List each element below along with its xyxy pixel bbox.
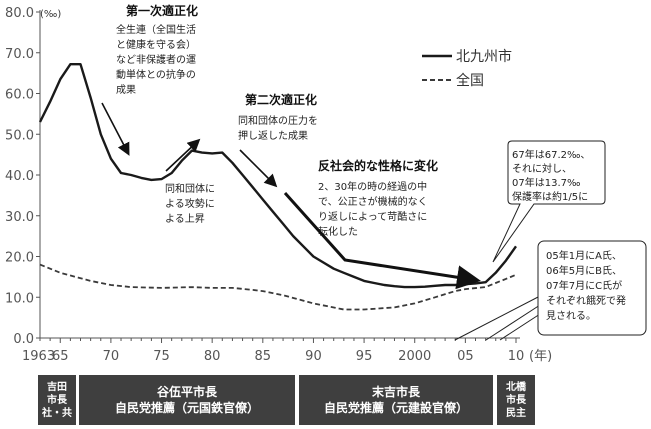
y-tick-label: 80.0	[5, 6, 34, 21]
x-tick-label: 95	[356, 349, 373, 364]
mayor-tani-line-1: 谷伍平市長	[156, 385, 217, 399]
annotation-dowa-attack: 同和団体に よる攻勢に よる上昇	[165, 138, 215, 225]
x-tick-label: 65	[52, 349, 69, 364]
legend-label-kitakyushu: 北九州市	[456, 48, 512, 65]
annotation-attack-line-3: よる上昇	[165, 213, 205, 225]
mayor-yoshida-line-3: 社・共	[42, 407, 72, 419]
mayor-bar-yoshida: 吉田 市長 社・共	[38, 375, 76, 425]
mayor-bar-tani: 谷伍平市長 自民党推薦（元国鉄官僚）	[79, 375, 295, 425]
mayor-yoshida-line-2: 市長	[47, 394, 67, 406]
callout-rate-line-2: それに対し、	[512, 162, 572, 175]
x-tick-label: 05	[457, 349, 474, 364]
callout-deaths-bubble	[537, 240, 647, 336]
series-line-national	[39, 263, 517, 311]
annotation-second-title: 第二次適正化	[245, 92, 317, 107]
callout-protection-rate: 67年は67.2‰、 それに対し、 07年は13.7‰ 保護率は約1/5に	[492, 140, 606, 263]
mayor-bar-sueyoshi: 末吉市長 自民党推薦（元建設官僚）	[299, 375, 493, 425]
legend: 北九州市 全国	[422, 48, 512, 89]
y-tick-label: 50.0	[5, 128, 34, 143]
annotation-attack-line-1: 同和団体に	[165, 183, 215, 195]
callout-deaths-line-4: それぞれ餓死で発	[546, 294, 626, 307]
callout-deaths-pointer-2	[485, 304, 541, 341]
y-tick-label: 10.0	[5, 291, 34, 306]
annotation-first-line-5: 成果	[116, 84, 136, 96]
callout-deaths-pointer-3	[499, 313, 541, 341]
annotation-first-line-1: 全生連（全国生活	[116, 23, 196, 36]
annotation-attack-line-2: よる攻勢に	[165, 197, 215, 210]
annotation-third-line-2: で、公正さが機械的なく	[318, 195, 428, 208]
mayor-kitahashi-line-2: 市長	[506, 394, 526, 406]
series-line-kitakyushu	[38, 62, 517, 289]
callout-deaths-line-5: 見される。	[546, 310, 596, 322]
callout-deaths-line-1: 05年1月にA氏、	[546, 249, 622, 262]
x-tick-label: 10	[508, 349, 525, 364]
annotation-antisocial-change: 反社会的な性格に変化 2、30年の時の経過の中 で、公正さが機械的なく り返しに…	[283, 158, 481, 290]
mayor-sueyoshi-line-1: 末吉市長	[371, 385, 420, 399]
callout-deaths-line-2: 06年5月にB氏、	[546, 264, 622, 277]
annotation-third-line-1: 2、30年の時の経過の中	[318, 180, 427, 193]
x-tick-label: 1963	[22, 349, 55, 364]
legend-label-national: 全国	[456, 72, 484, 89]
y-tick-label: 60.0	[5, 88, 34, 103]
x-tick-label: 75	[153, 349, 170, 364]
y-tick-label: 70.0	[5, 47, 34, 62]
mayor-yoshida-line-1: 吉田	[47, 381, 67, 393]
x-tick-label: 90	[305, 349, 322, 364]
annotation-third-line-4: 転化した	[318, 225, 358, 238]
annotation-first-line-2: と健康を守る会）	[116, 38, 196, 51]
callout-rate-bubble	[492, 140, 606, 263]
annotation-third-title: 反社会的な性格に変化	[318, 158, 438, 173]
callout-rate-line-4: 保護率は約1/5に	[512, 190, 588, 203]
chart: 0.0 10.0 20.0 30.0 40.0 50.0 60.0 70.0 80.0 1963…	[5, 3, 647, 364]
callout-deaths-pointer-1	[454, 295, 541, 341]
callout-rate-line-1: 67年は67.2‰、	[512, 148, 590, 161]
x-unit-label: (年)	[529, 349, 552, 364]
arrow-first-adjustment	[101, 102, 130, 156]
annotation-first-line-4: 動単体との抗争の	[116, 68, 196, 81]
annotation-second-line-2: 押し返した成果	[238, 129, 308, 142]
annotation-second-line-1: 同和団体の圧力を	[238, 114, 318, 127]
arrow-second-adjustment	[239, 149, 278, 188]
callout-deaths-line-3: 07年7月にC氏が	[546, 279, 622, 292]
x-tick-label: 70	[103, 349, 120, 364]
mayor-sueyoshi-line-2: 自民党推薦（元建設官僚）	[323, 401, 468, 415]
annotation-second-adjustment: 第二次適正化 同和団体の圧力を 押し返した成果	[238, 92, 318, 188]
y-unit-label: (‰)	[40, 9, 61, 20]
y-axis: 0.0 10.0 20.0 30.0 40.0 50.0 60.0 70.0 80.0	[5, 6, 41, 347]
y-tick-label: 40.0	[5, 169, 34, 184]
x-tick-label: 85	[255, 349, 272, 364]
annotation-first-adjustment: 第一次適正化 全生連（全国生活 と健康を守る会） など非保護者の運 動単体との抗…	[101, 3, 198, 156]
y-tick-label: 0.0	[13, 332, 34, 347]
x-tick-label: 80	[204, 349, 221, 364]
x-tick-label: 2000	[398, 349, 431, 364]
mayor-bar-kitahashi: 北橋 市長 民主	[497, 375, 535, 425]
mayor-kitahashi-line-1: 北橋	[506, 381, 526, 393]
y-tick-label: 30.0	[5, 210, 34, 225]
annotation-third-line-3: り返しによって苛酷さに	[318, 210, 427, 223]
y-tick-label: 20.0	[5, 251, 34, 266]
arrow-antisocial-change	[283, 191, 481, 290]
callout-starvation-deaths: 05年1月にA氏、 06年5月にB氏、 07年7月にC氏が それぞれ餓死で発 見…	[454, 240, 647, 341]
annotation-first-title: 第一次適正化	[126, 3, 198, 18]
arrow-dowa-attack	[165, 138, 201, 172]
callout-rate-line-3: 07年は13.7‰	[512, 176, 580, 189]
annotation-first-line-3: など非保護者の運	[116, 53, 196, 66]
mayor-kitahashi-line-3: 民主	[506, 407, 526, 419]
mayor-tani-line-2: 自民党推薦（元国鉄官僚）	[114, 401, 259, 415]
